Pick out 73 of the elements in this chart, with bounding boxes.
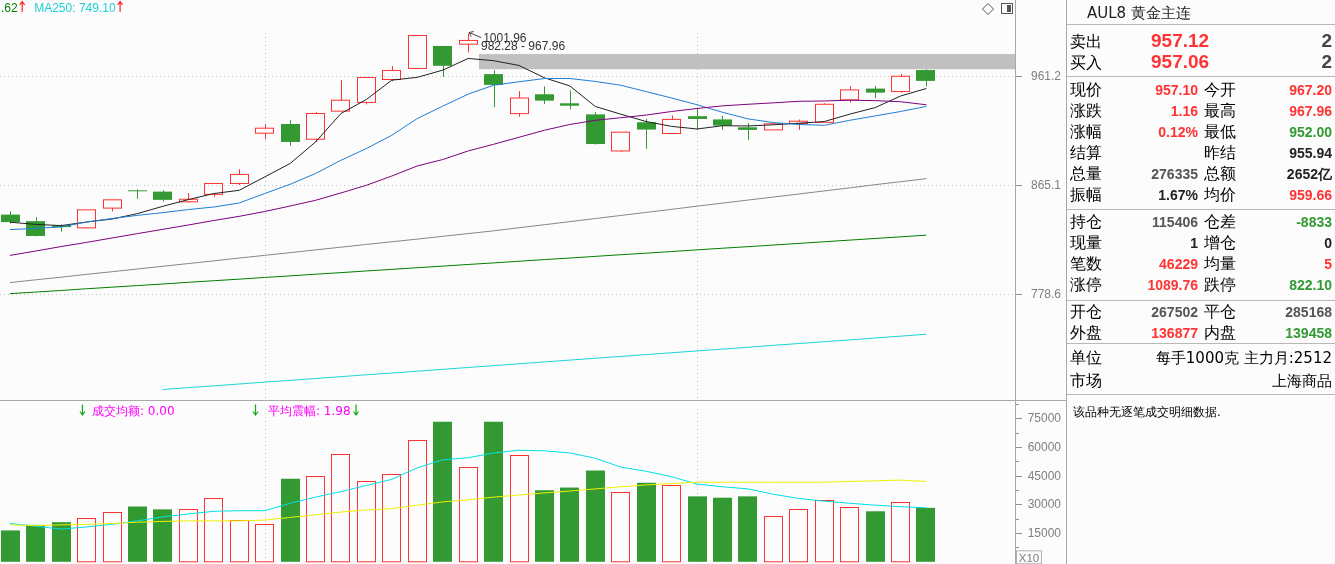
y-axis-title: X10 — [1018, 551, 1040, 564]
text: 最低 — [1204, 123, 1236, 141]
annotation: 成交均额: 0.00 — [92, 404, 175, 418]
text: -8833 — [1296, 213, 1333, 230]
y-tick-label: 60000 — [1027, 440, 1062, 454]
text: 5 — [1324, 256, 1333, 272]
text: 967.96 — [1289, 103, 1333, 119]
text: 总量 — [1069, 165, 1102, 183]
text: 跌停 — [1204, 276, 1236, 294]
text: 957.06 — [1151, 51, 1210, 72]
text: 955.94 — [1289, 145, 1333, 161]
text: 现量 — [1070, 234, 1102, 252]
text: 卖出 — [1070, 33, 1102, 51]
y-tick-label: 30000 — [1027, 497, 1062, 512]
text: 上海商品 — [1272, 371, 1332, 390]
annotation: 平均震幅: 1.98 — [268, 404, 351, 418]
text: 振幅 — [1070, 186, 1102, 204]
text: MA250: 749.10 — [34, 1, 116, 15]
text: 2 — [1321, 51, 1332, 72]
text: 该品种无逐笔成交明细数据. — [1073, 405, 1221, 419]
text: 0 — [1324, 235, 1333, 251]
text: 139458 — [1285, 325, 1333, 341]
text: 1.16 — [1170, 103, 1199, 119]
text: 涨停 — [1070, 276, 1102, 294]
text: 285168 — [1285, 304, 1333, 320]
text: 买入 — [1070, 54, 1102, 72]
text: 276335 — [1151, 166, 1199, 182]
text: 主力月:2512 — [1243, 349, 1332, 367]
text: 136877 — [1151, 325, 1199, 341]
text: 2 — [1321, 30, 1332, 51]
text: 外盘 — [1070, 324, 1102, 342]
text: AUL8 黄金主连 — [1087, 4, 1191, 22]
y-tick-label: 15000 — [1027, 526, 1062, 541]
text: 0.12% — [1158, 124, 1199, 140]
text: 市场 — [1070, 371, 1102, 390]
text: 总额 — [1203, 165, 1236, 183]
text: 115406 — [1152, 213, 1199, 230]
text: 结算 — [1070, 144, 1102, 162]
text: 现价 — [1070, 81, 1102, 99]
text: 1089.76 — [1147, 277, 1199, 293]
text: 开仓 — [1070, 303, 1102, 321]
text: 涨跌 — [1070, 102, 1102, 120]
y-tick-label: 778.6 — [1030, 287, 1062, 302]
text: 267502 — [1151, 304, 1199, 320]
text: 957.12 — [1151, 30, 1210, 51]
text: 1.67% — [1158, 187, 1199, 203]
text: 959.66 — [1289, 187, 1333, 203]
y-tick-label: 45000 — [1027, 468, 1062, 483]
y-tick-label: 865.1 — [1030, 178, 1062, 193]
text: 内盘 — [1204, 324, 1236, 342]
y-tick-label: 961.2 — [1030, 69, 1062, 84]
text: 仓差 — [1204, 212, 1236, 231]
text: 平仓 — [1204, 303, 1236, 321]
text: 增仓 — [1203, 234, 1236, 252]
text: 最高 — [1204, 102, 1236, 120]
text: 今开 — [1204, 81, 1236, 99]
text: 957.10 — [1155, 82, 1199, 98]
text: 均价 — [1203, 186, 1236, 204]
text: 昨结 — [1204, 144, 1236, 162]
text: 每手1000克 — [1155, 349, 1239, 367]
text: 笔数 — [1070, 255, 1102, 273]
text: 1 — [1190, 235, 1199, 251]
text: 46229 — [1159, 256, 1199, 272]
y-tick-label: 75000 — [1027, 411, 1062, 426]
text: 涨幅 — [1070, 123, 1102, 141]
text: 持仓 — [1070, 212, 1102, 231]
text: .62 — [1, 1, 19, 15]
text: 967.20 — [1289, 82, 1333, 98]
text: 822.10 — [1289, 277, 1333, 293]
text: 单位 — [1070, 349, 1102, 367]
text: 2652亿 — [1286, 166, 1333, 182]
text: 均量 — [1203, 255, 1236, 273]
text: 952.00 — [1289, 124, 1333, 140]
